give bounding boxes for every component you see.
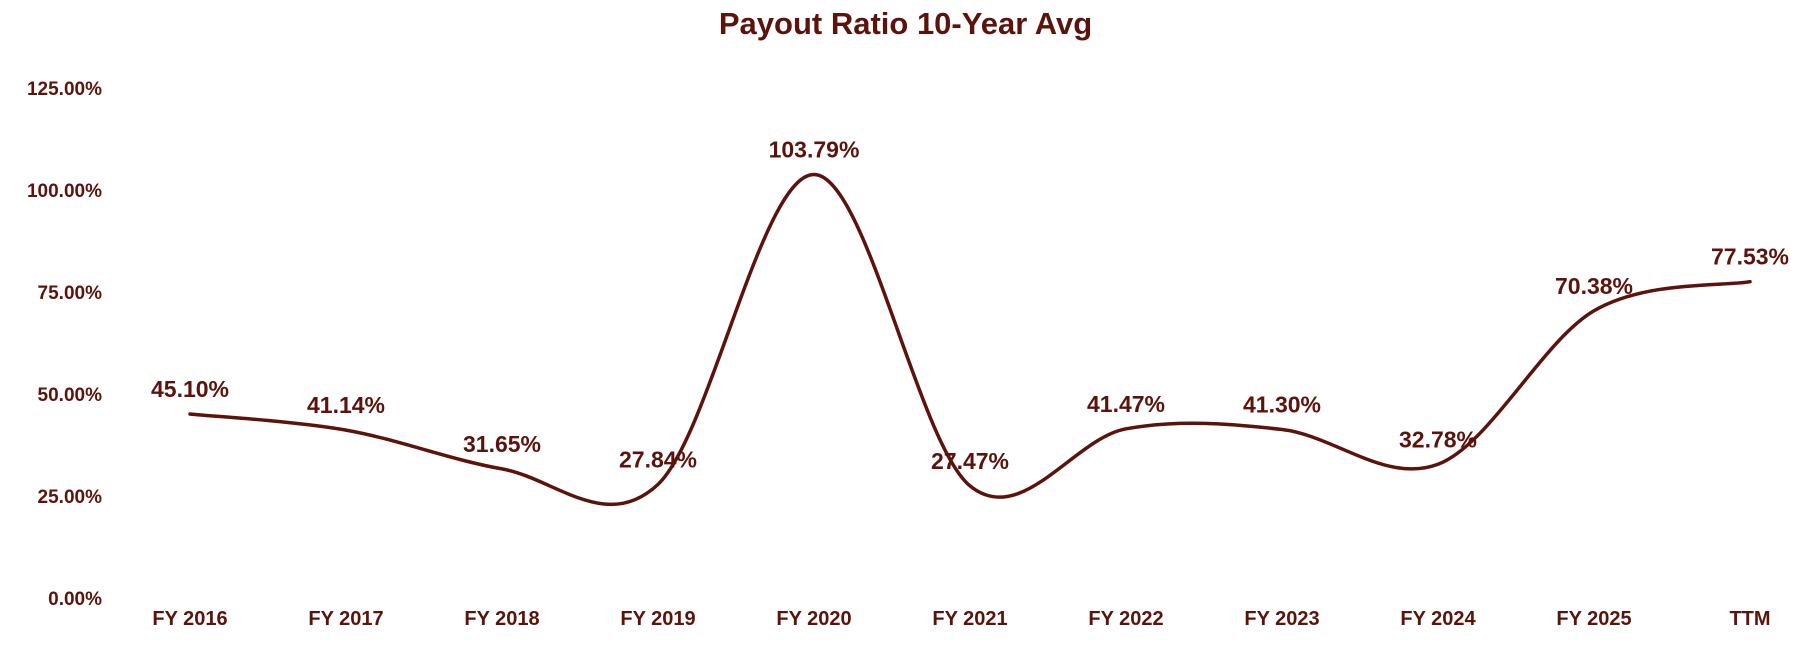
chart-title: Payout Ratio 10-Year Avg <box>718 6 1093 41</box>
y-tick-label: 25.00% <box>38 487 103 508</box>
y-tick-label: 75.00% <box>38 283 103 304</box>
x-axis: FY 2016 FY 2017 FY 2018 FY 2019 FY 2020 FY 20… <box>152 608 1770 630</box>
y-tick-label: 100.00% <box>27 181 102 202</box>
data-label: 27.84% <box>619 446 697 472</box>
x-tick-label: FY 2022 <box>1088 608 1163 630</box>
x-tick-label: FY 2018 <box>464 608 539 630</box>
data-label: 41.14% <box>307 392 385 418</box>
x-tick-label: FY 2017 <box>308 608 383 630</box>
x-tick-label: FY 2021 <box>932 608 1007 630</box>
x-tick-label: FY 2025 <box>1556 608 1631 630</box>
x-tick-label: FY 2019 <box>620 608 695 630</box>
data-label: 77.53% <box>1711 244 1789 270</box>
x-tick-label: TTM <box>1729 608 1770 630</box>
y-tick-label: 0.00% <box>48 589 102 610</box>
data-label: 103.79% <box>769 137 860 163</box>
x-tick-label: FY 2020 <box>776 608 851 630</box>
data-label: 32.78% <box>1399 426 1477 452</box>
data-labels: 45.10% 41.14% 31.65% 27.84% 103.79% 27.47% 41.… <box>151 137 1789 474</box>
data-label: 45.10% <box>151 376 229 402</box>
y-tick-label: 50.00% <box>38 385 103 406</box>
data-label: 41.30% <box>1243 391 1321 417</box>
data-label: 27.47% <box>931 448 1009 474</box>
data-label: 31.65% <box>463 431 541 457</box>
x-tick-label: FY 2023 <box>1244 608 1319 630</box>
data-label: 41.47% <box>1087 391 1165 417</box>
x-tick-label: FY 2016 <box>152 608 227 630</box>
y-axis: 0.00% 25.00% 50.00% 75.00% 100.00% 125.00% <box>27 79 102 610</box>
y-tick-label: 125.00% <box>27 79 102 100</box>
x-tick-label: FY 2024 <box>1400 608 1476 630</box>
data-label: 70.38% <box>1555 273 1633 299</box>
series-line <box>188 172 1752 506</box>
